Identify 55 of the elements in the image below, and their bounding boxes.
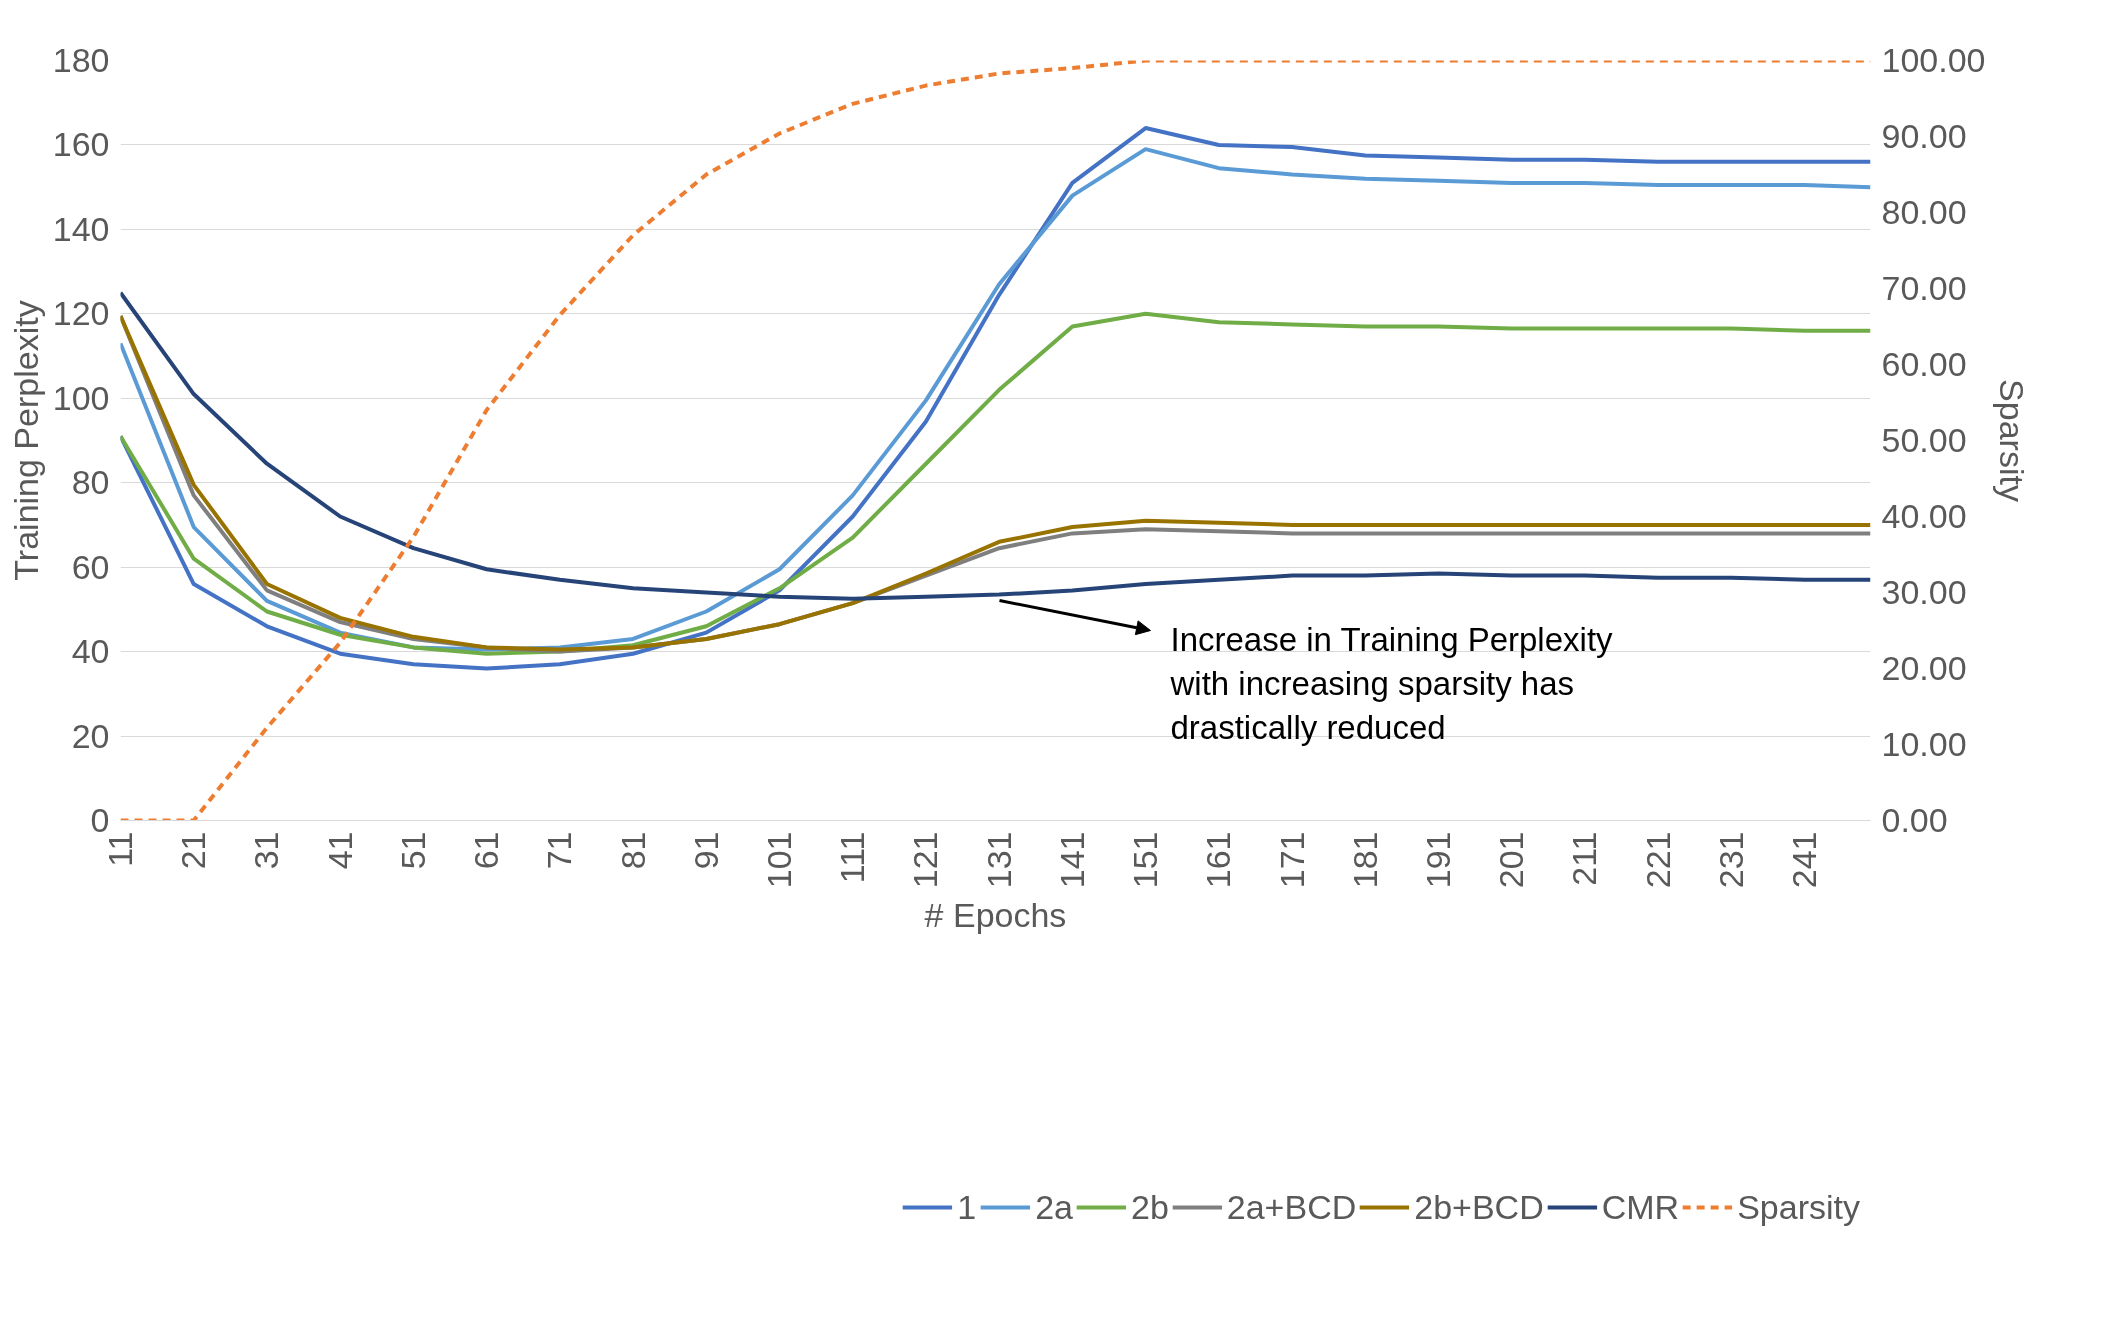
y2-tick-label: 0.00 bbox=[1881, 801, 1948, 839]
annotation: Increase in Training Perplexity with increasing sparsity has drastically reduced bbox=[1169, 620, 1614, 747]
x-tick-label: 131 bbox=[979, 831, 1018, 889]
x-tick-label: 121 bbox=[906, 831, 945, 889]
y-tick-label: 160 bbox=[52, 125, 110, 164]
y-tick-label: 60 bbox=[71, 547, 110, 586]
x-tick-label: 101 bbox=[760, 831, 798, 889]
y-tick-label: 40 bbox=[71, 632, 110, 671]
x-tick-label: 231 bbox=[1711, 831, 1750, 889]
y2-axis-title: Sparsity bbox=[1993, 379, 2032, 502]
x-axis-title: # Epochs bbox=[924, 896, 1067, 935]
y2-tick-label: 40.00 bbox=[1881, 497, 1967, 535]
y-tick-label: 120 bbox=[52, 294, 110, 333]
x-tick-label: 81 bbox=[613, 831, 652, 870]
y-tick-label: 180 bbox=[52, 41, 110, 79]
y2-tick-label: 90.00 bbox=[1881, 117, 1967, 155]
x-tick-label: 31 bbox=[247, 831, 286, 870]
x-tick-label: 41 bbox=[320, 831, 359, 870]
legend-label: 2b bbox=[1130, 1187, 1169, 1227]
y-tick-label: 100 bbox=[52, 378, 110, 417]
y2-tick-label: 30.00 bbox=[1881, 573, 1967, 611]
y2-tick-label: 100.00 bbox=[1881, 41, 1986, 79]
x-tick-label: 181 bbox=[1345, 831, 1384, 889]
x-tick-label: 141 bbox=[1052, 831, 1091, 889]
legend-label: Sparsity bbox=[1737, 1187, 1860, 1227]
y2-tick-label: 50.00 bbox=[1881, 421, 1967, 459]
y2-tick-label: 80.00 bbox=[1881, 193, 1967, 231]
y-axis-title: Training Perplexity bbox=[6, 300, 45, 581]
y2-tick-label: 20.00 bbox=[1881, 649, 1967, 687]
x-tick-label: 51 bbox=[393, 831, 432, 870]
x-tick-label: 91 bbox=[686, 831, 725, 870]
x-tick-label: 201 bbox=[1492, 831, 1531, 889]
x-tick-label: 151 bbox=[1126, 831, 1165, 889]
legend-label: 2b+BCD bbox=[1414, 1187, 1544, 1227]
legend-label: 2a bbox=[1035, 1187, 1073, 1227]
y-tick-label: 140 bbox=[52, 209, 110, 248]
y2-tick-label: 10.00 bbox=[1881, 725, 1967, 763]
x-tick-label: 161 bbox=[1199, 831, 1238, 889]
legend-label: CMR bbox=[1601, 1187, 1680, 1227]
x-tick-label: 71 bbox=[540, 831, 579, 870]
x-tick-label: 191 bbox=[1418, 831, 1457, 889]
x-tick-label: 111 bbox=[833, 831, 872, 884]
x-tick-label: 171 bbox=[1272, 831, 1311, 889]
x-tick-label: 21 bbox=[174, 831, 213, 870]
line-series bbox=[120, 290, 1871, 601]
legend-label: 2a+BCD bbox=[1226, 1187, 1357, 1227]
x-tick-label: 241 bbox=[1785, 831, 1824, 889]
y-tick-label: 20 bbox=[71, 716, 110, 755]
x-tick-label: 61 bbox=[467, 831, 506, 870]
y2-tick-label: 70.00 bbox=[1881, 269, 1967, 307]
y-tick-label: 80 bbox=[71, 463, 110, 502]
x-tick-label: 211 bbox=[1565, 831, 1604, 886]
legend-label: 1 bbox=[957, 1187, 978, 1227]
x-tick-label: 221 bbox=[1638, 831, 1677, 889]
y2-tick-label: 60.00 bbox=[1881, 345, 1967, 383]
